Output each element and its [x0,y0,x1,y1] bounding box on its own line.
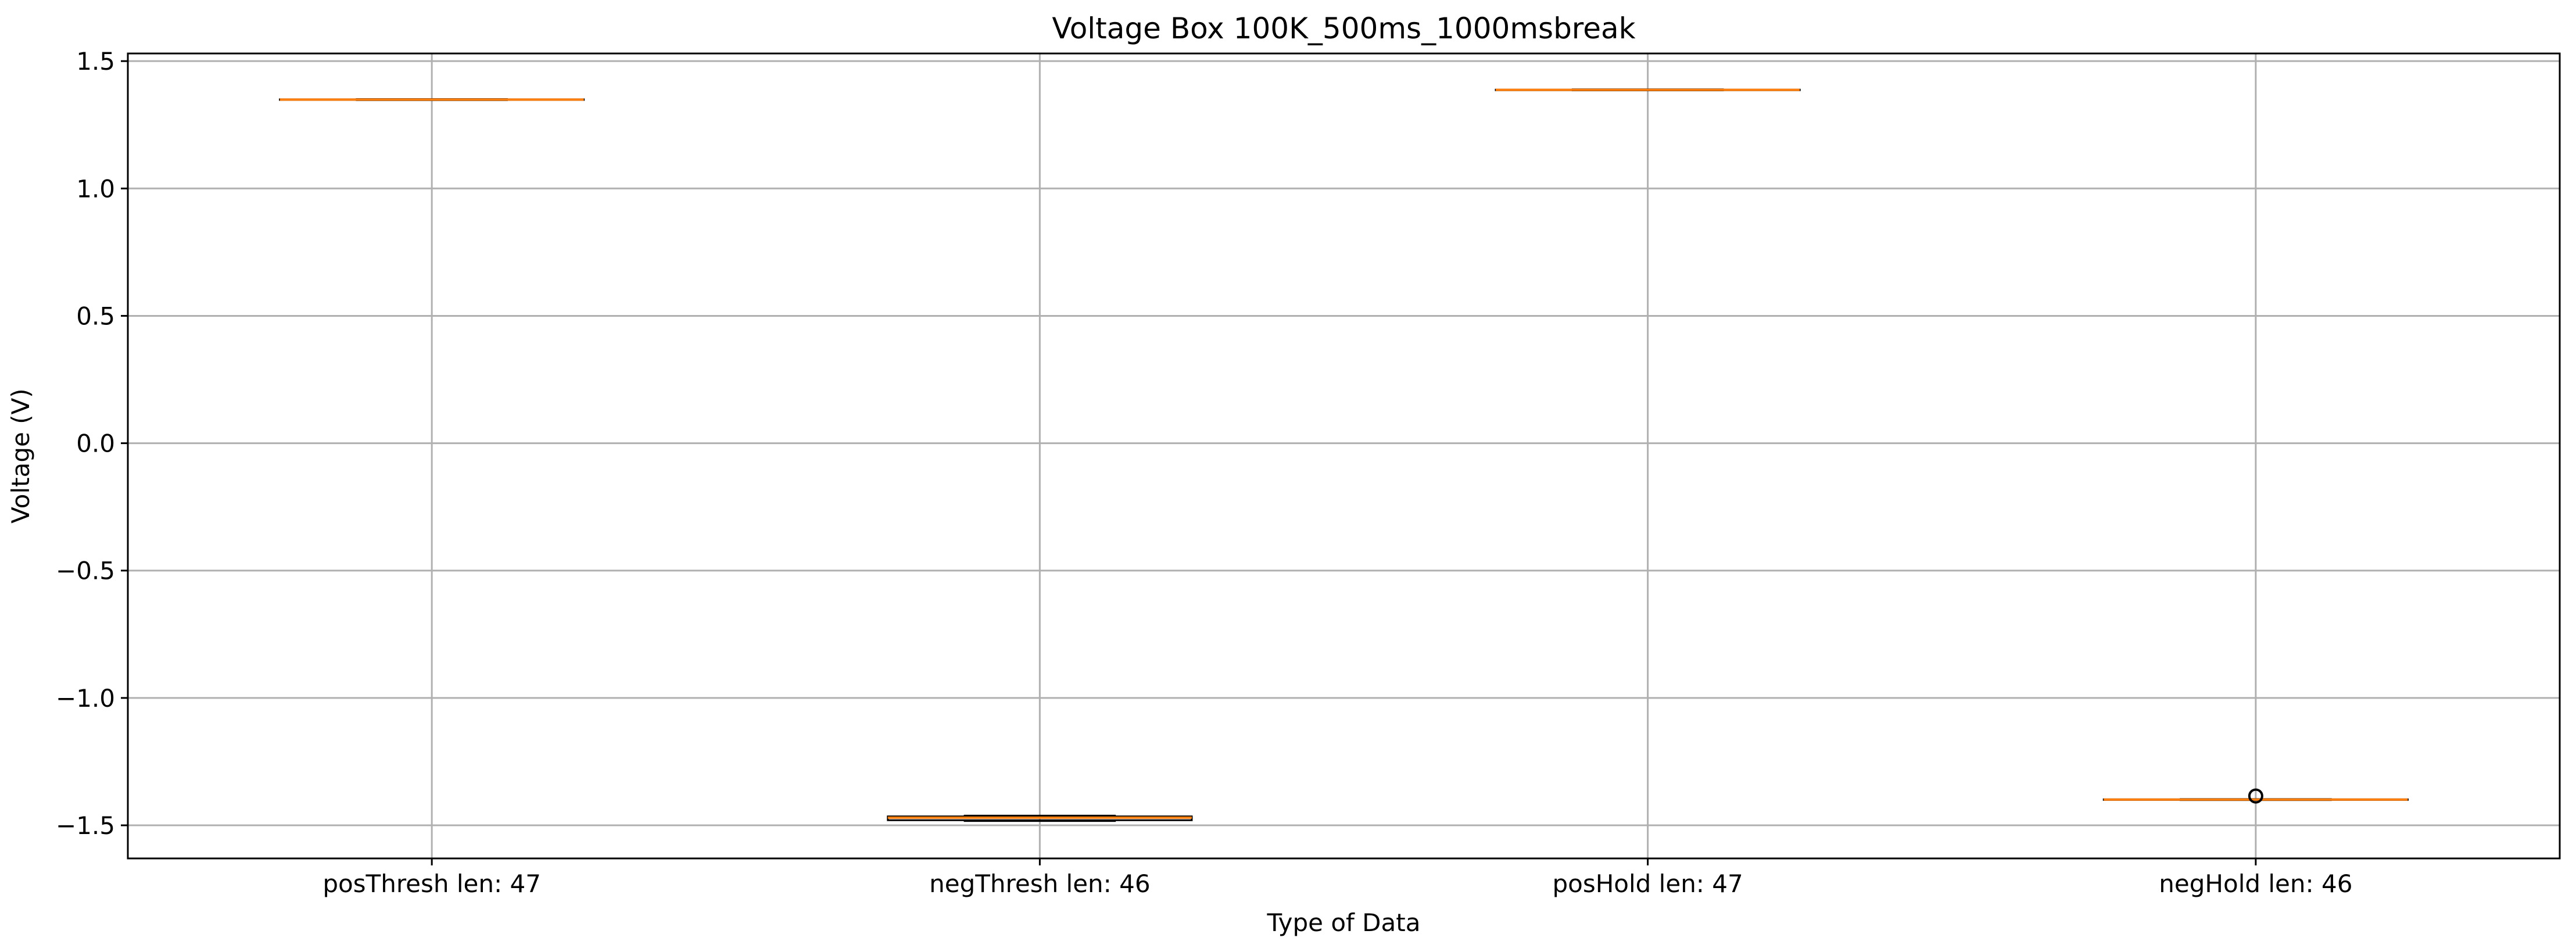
y-tick-label: 1.0 [76,174,115,203]
x-tick-label: negThresh len: 46 [929,869,1151,898]
y-tick-label: −1.0 [56,684,115,713]
boxes [279,88,2409,822]
y-axis-title: Voltage (V) [6,388,35,523]
box-outlier-point [2248,788,2263,804]
y-tick-label: −0.5 [56,557,115,585]
y-tick-label: 1.5 [76,47,115,76]
x-tick-label: negHold len: 46 [2159,869,2352,898]
y-tick-label: −1.5 [56,811,115,840]
grid-lines [128,53,2560,858]
y-tick-label: 0.0 [76,430,115,458]
x-axis-title: Type of Data [1267,908,1421,937]
ticks: 1.5 1.0 0.5 0.0 −0.5 −1.0 −1.5 posThresh len: 4… [56,47,2352,898]
chart-title: Voltage Box 100K_500ms_1000msbreak [1052,12,1635,45]
x-tick-label: posThresh len: 47 [323,869,541,898]
x-tick-label: posHold len: 47 [1552,869,1743,898]
plot-area-frame [127,52,2561,860]
y-tick-label: 0.5 [76,302,115,330]
